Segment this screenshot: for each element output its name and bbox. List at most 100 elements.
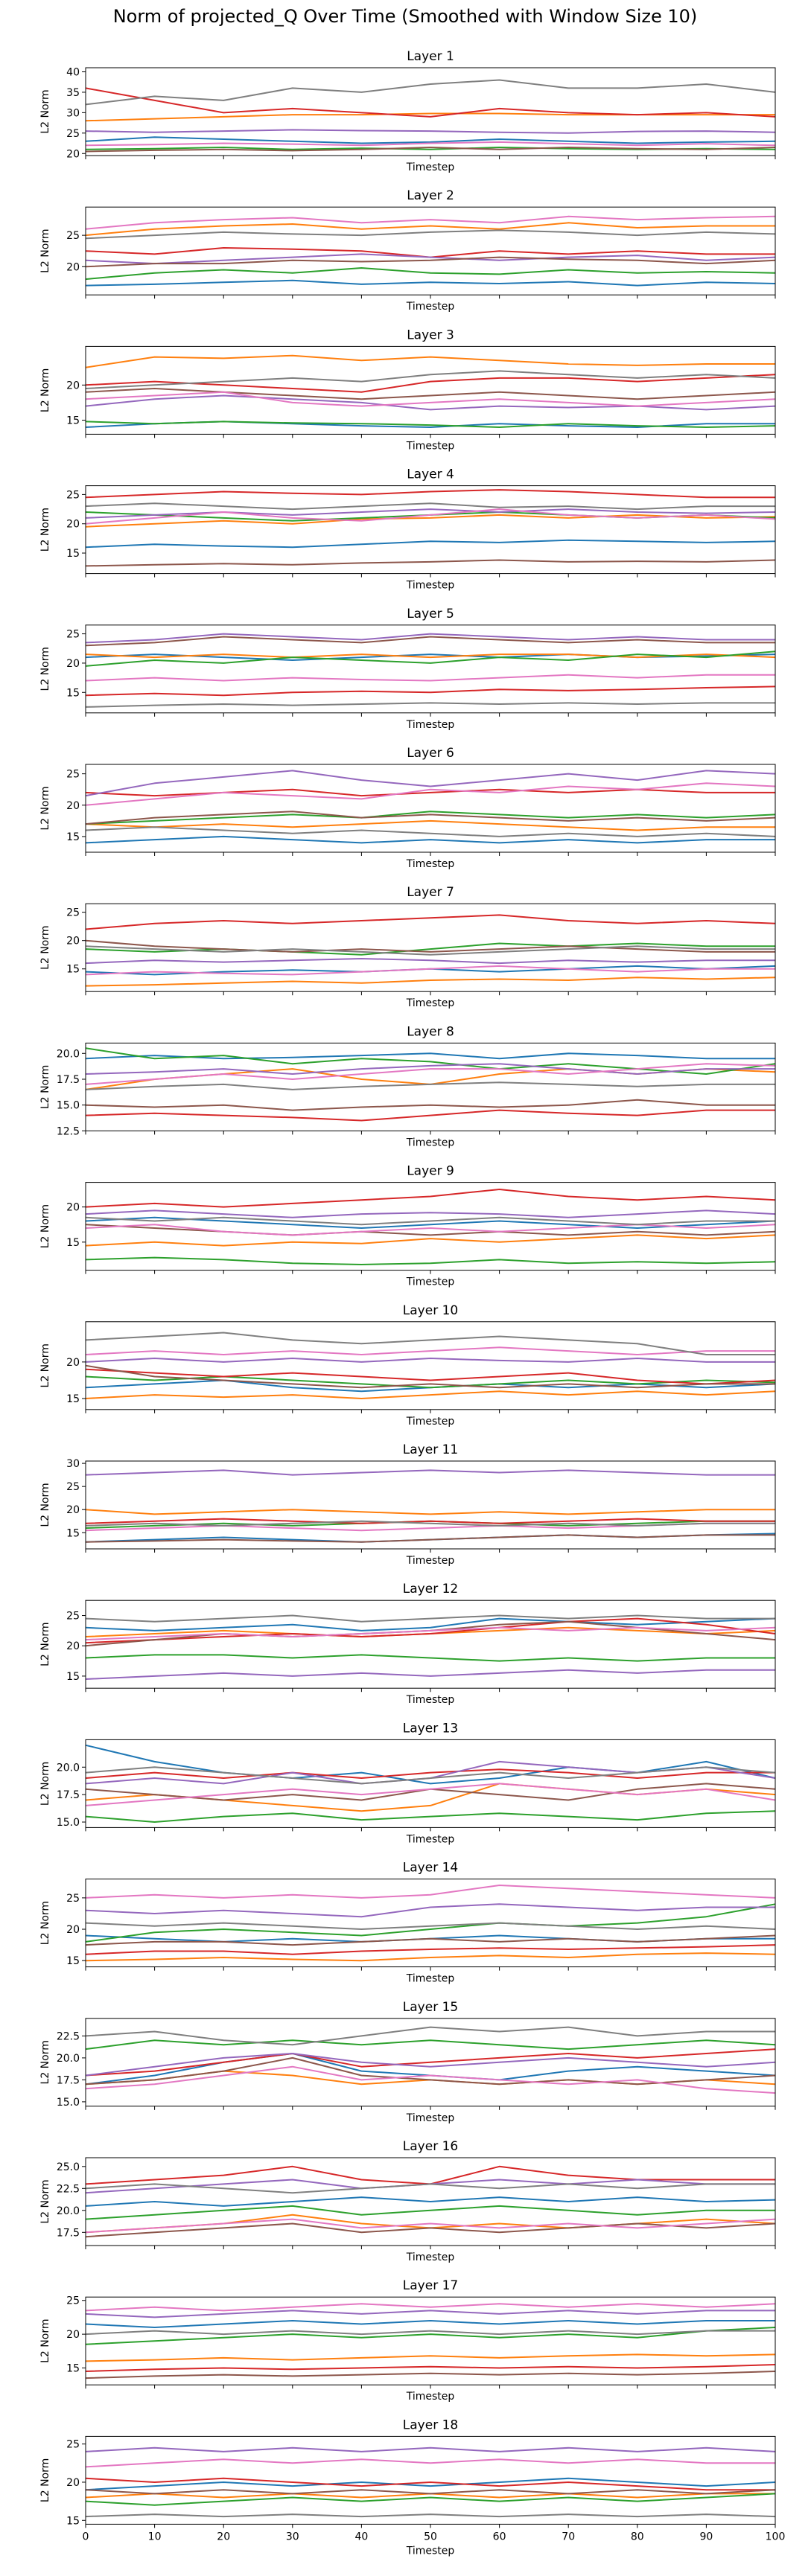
series-line	[85, 1047, 776, 1075]
panel-title: Layer 9	[407, 1164, 454, 1179]
series-line	[85, 1256, 776, 1265]
series-line	[85, 394, 776, 411]
series-line	[85, 2513, 776, 2518]
series-line	[85, 685, 776, 697]
y-tick-label: 20	[66, 261, 80, 273]
layer-panel: Layer 1 20 25 30 35 40 Timestep L2 Norm	[39, 49, 776, 173]
y-tick-label: 15	[66, 415, 80, 427]
series-line	[85, 636, 775, 647]
series-line	[85, 702, 775, 708]
series-line	[85, 2303, 776, 2312]
series-line	[85, 1224, 776, 1236]
y-axis-label: L2 Norm	[39, 508, 51, 552]
series-line	[85, 811, 776, 825]
series-line	[85, 2183, 775, 2194]
y-axis-label: L2 Norm	[39, 1623, 51, 1666]
y-axis-label: L2 Norm	[39, 1483, 51, 1527]
y-tick-label: 20	[66, 519, 80, 531]
y-tick-label: 20	[66, 800, 80, 812]
series-line	[85, 2196, 776, 2207]
series-line	[85, 147, 776, 153]
layer-panel: Layer 10 15 20 Timestep L2 Norm	[39, 1303, 776, 1428]
x-tick-label: 30	[286, 2531, 299, 2543]
y-axis-label: L2 Norm	[39, 1901, 51, 1945]
series-line	[85, 2493, 776, 2506]
y-tick-label: 30	[66, 1458, 80, 1470]
x-tick-label: 60	[493, 2531, 506, 2543]
series-line	[85, 1052, 775, 1060]
series-line	[85, 2458, 775, 2468]
series-line	[85, 1390, 776, 1399]
x-axis-label: Timestep	[406, 1137, 455, 1148]
layer-panel: Layer 7 15 20 25 Timestep L2 Norm	[39, 885, 776, 1009]
layer-panel: Layer 16 17.5 20.0 22.5 25.0 Timestep L2 Norm	[39, 2139, 776, 2263]
y-tick-label: 25	[66, 128, 80, 140]
x-tick-label: 50	[424, 2531, 437, 2543]
series-line	[85, 1768, 775, 1779]
series-line	[85, 1346, 775, 1355]
series-line	[85, 1783, 776, 1806]
layer-panel: Layer 15 15.0 17.5 20.0 22.5 Timestep L2 Norm	[39, 2000, 776, 2124]
y-tick-label: 20	[66, 1504, 80, 1516]
panel-title: Layer 7	[407, 885, 454, 900]
series-line	[85, 958, 775, 965]
x-axis-label: Timestep	[406, 301, 455, 313]
series-line	[85, 1520, 775, 1527]
y-tick-label: 25.0	[57, 2161, 80, 2173]
series-line	[85, 1375, 776, 1389]
panel-title: Layer 4	[407, 467, 454, 482]
series-line	[85, 1885, 776, 1899]
y-tick-label: 15.0	[57, 2097, 80, 2109]
series-line	[85, 2364, 776, 2372]
y-axis-label: L2 Norm	[39, 2040, 51, 2084]
y-axis-label: L2 Norm	[39, 2458, 51, 2502]
series-line	[85, 2222, 776, 2238]
series-line	[85, 653, 776, 659]
y-tick-label: 20	[66, 148, 80, 160]
panel-title: Layer 10	[403, 1303, 458, 1318]
series-line	[85, 1922, 776, 1930]
series-line	[85, 1669, 775, 1680]
series-line	[85, 559, 776, 567]
y-tick-label: 15	[66, 687, 80, 699]
series-line	[85, 421, 776, 428]
y-tick-label: 25	[66, 769, 80, 781]
layer-panel: Layer 13 15.0 17.5 20.0 Timestep L2 Norm	[39, 1721, 776, 1845]
series-line	[85, 539, 776, 549]
series-line	[85, 370, 776, 389]
series-line	[85, 835, 775, 844]
series-line	[85, 1509, 775, 1515]
x-tick-label: 10	[148, 2531, 162, 2543]
series-line	[85, 87, 776, 118]
series-line	[85, 788, 775, 797]
y-tick-label: 17.5	[57, 1789, 80, 1801]
series-line	[85, 1216, 775, 1226]
y-tick-label: 25	[66, 629, 80, 641]
y-tick-label: 15	[66, 2363, 80, 2375]
panel-title: Layer 15	[403, 2000, 458, 2015]
series-line	[85, 1216, 776, 1229]
series-line	[85, 1617, 776, 1631]
y-axis-label: L2 Norm	[39, 2179, 51, 2223]
layer-panel: Layer 17 15 20 25 Timestep L2 Norm	[39, 2278, 776, 2403]
series-line	[85, 2477, 776, 2491]
y-tick-label: 15	[66, 831, 80, 843]
series-line	[85, 508, 776, 519]
x-tick-label: 90	[699, 2531, 713, 2543]
y-tick-label: 20	[66, 1202, 80, 1214]
series-line	[85, 215, 776, 230]
series-line	[85, 391, 776, 407]
series-line	[85, 2310, 775, 2318]
panel-title: Layer 11	[403, 1442, 458, 1457]
series-line	[85, 1654, 775, 1662]
panel-title: Layer 12	[403, 1582, 458, 1597]
y-tick-label: 20	[66, 380, 80, 391]
figure-title: Norm of projected_Q Over Time (Smoothed …	[113, 6, 698, 27]
series-line	[85, 826, 776, 837]
y-tick-label: 25	[66, 1893, 80, 1905]
x-tick-label: 70	[562, 2531, 575, 2543]
y-tick-label: 20.0	[57, 1048, 80, 1060]
series-line	[85, 782, 776, 806]
